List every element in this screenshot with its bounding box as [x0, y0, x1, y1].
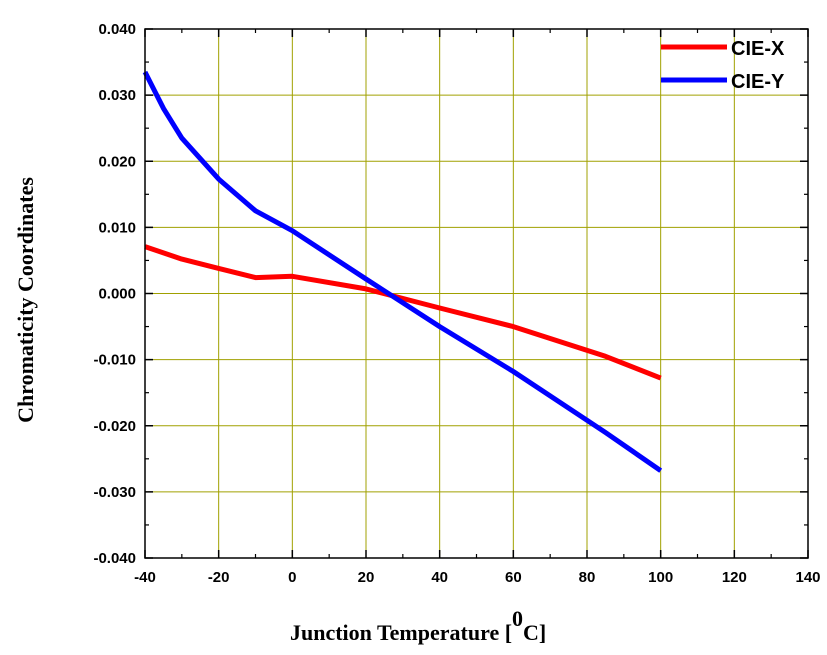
grid-lines [145, 29, 808, 558]
series-line-cie-x [144, 244, 662, 381]
x-tick-label: 120 [722, 569, 747, 586]
y-tick-label: 0.040 [98, 21, 136, 38]
x-tick-label: 0 [288, 569, 296, 586]
x-tick-label: 80 [579, 569, 596, 586]
x-tick-label: 140 [795, 569, 820, 586]
x-axis-title-suffix: C] [523, 620, 546, 645]
x-tick-label: -20 [208, 569, 230, 586]
y-tick-labels: 0.040 0.030 0.020 0.010 0.000 -0.010 -0.020 -0.… [93, 21, 136, 567]
x-tick-labels: -40 -20 0 20 40 60 80 100 120 140 [134, 569, 820, 586]
y-tick-label: -0.030 [93, 484, 136, 501]
y-tick-label: 0.020 [98, 153, 136, 170]
x-tick-label: 60 [505, 569, 522, 586]
legend-label-cie-y: CIE-Y [731, 71, 785, 93]
legend: CIE-X CIE-Y [661, 38, 785, 93]
x-tick-label: 40 [431, 569, 448, 586]
x-axis-title-superscript: 0 [512, 606, 523, 631]
plot-frame [144, 28, 809, 559]
x-axis-title-main: Junction Temperature [ [290, 620, 512, 645]
series-line-cie-y [142, 70, 663, 473]
x-tick-label: 100 [648, 569, 673, 586]
legend-label-cie-x: CIE-X [731, 38, 785, 60]
y-tick-label: 0.030 [98, 87, 136, 104]
y-tick-label: -0.040 [93, 550, 136, 567]
y-tick-label: -0.010 [93, 352, 136, 369]
x-tick-label: -40 [134, 569, 156, 586]
series-lines [142, 70, 663, 473]
x-axis-title: Junction Temperature [0C] [290, 606, 546, 645]
y-tick-label: 0.000 [98, 286, 136, 303]
x-tick-label: 20 [358, 569, 375, 586]
y-tick-label: -0.020 [93, 418, 136, 435]
y-tick-label: 0.010 [98, 219, 136, 236]
y-axis-title: Chromaticity Coordinates [13, 177, 38, 423]
